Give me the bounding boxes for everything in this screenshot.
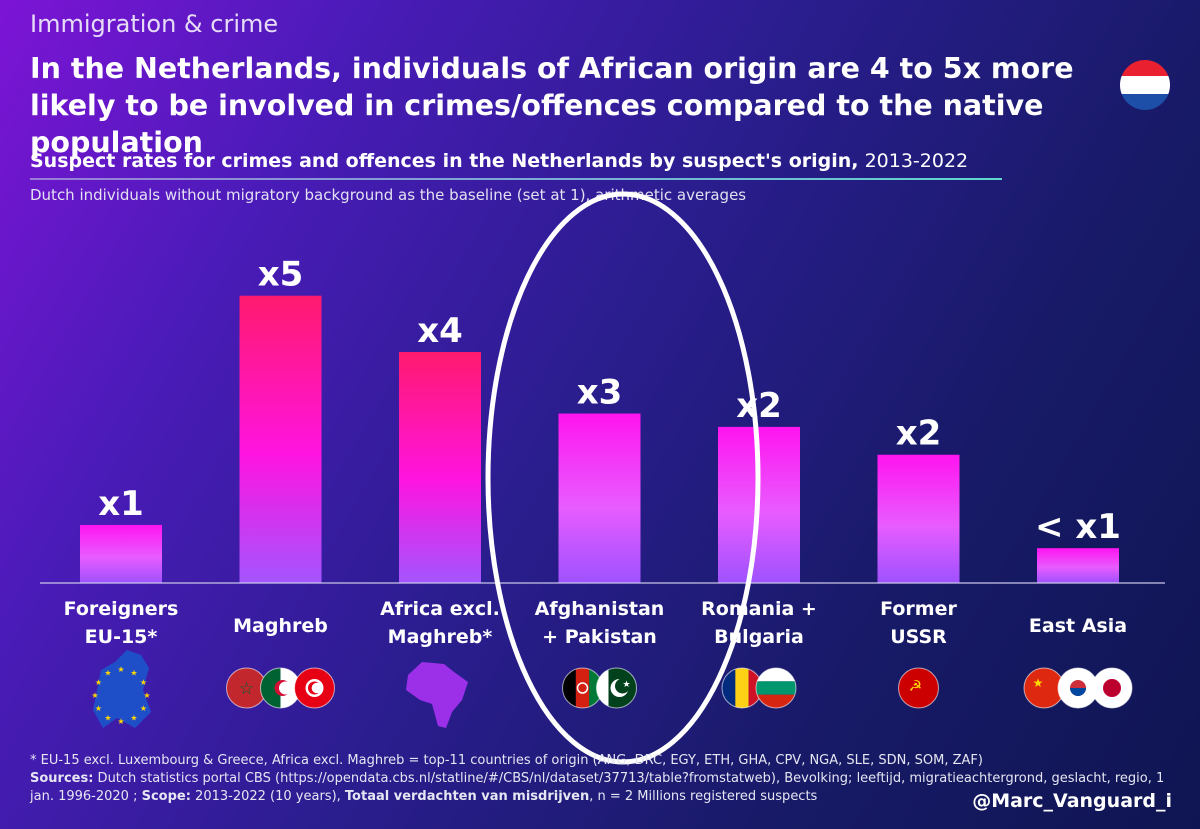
svg-text:★: ★ [143,691,150,700]
data-label-6: < x1 [1035,507,1121,547]
svg-text:★: ★ [91,691,98,700]
category-label-4-1: Bulgaria [714,626,804,648]
data-label-3: x3 [577,373,623,413]
category-label-2-0: Africa excl. [380,598,500,620]
scope-label: Scope: [141,789,191,804]
category-label-5-0: Former [880,598,957,620]
svg-text:★: ★ [1033,676,1044,690]
headline: In the Netherlands, individuals of Afric… [30,52,1074,159]
svg-text:★: ★ [140,704,147,713]
highlight-ellipse [485,191,761,765]
baseline-note: Dutch individuals without migratory back… [30,186,747,204]
svg-text:★: ★ [140,678,147,687]
subtitle-bold: Suspect rates for crimes and offences in… [30,150,859,172]
bar-6 [1037,548,1119,583]
svg-text:☆: ☆ [239,679,254,699]
category-label-3-0: Afghanistan [535,598,665,620]
bar-5 [877,454,960,583]
footnote: * EU-15 excl. Luxembourg & Greece, Afric… [30,752,1170,806]
bar-0 [80,524,162,583]
data-label-4: x2 [736,386,782,426]
author-handle: @Marc_Vanguard_i [972,790,1172,812]
kicker: Immigration & crime [30,10,279,38]
svg-text:★: ★ [130,714,137,723]
svg-text:★: ★ [117,665,124,674]
subtitle-rule [30,178,1002,180]
svg-text:★: ★ [622,680,630,690]
svg-text:★: ★ [104,714,111,723]
pakistan-flag-icon: ★ [596,667,637,709]
category-label-5-1: USSR [890,626,947,648]
category-label-4-0: Romania + [701,598,817,620]
svg-text:★: ★ [95,678,102,687]
bar-2 [399,352,481,583]
ussr-flag-icon: ☭ [898,667,939,709]
bar-1 [239,295,322,583]
japan-flag-icon [1091,667,1133,709]
africa-map-icon [406,662,468,728]
footnote-line1: * EU-15 excl. Luxembourg & Greece, Afric… [30,753,983,768]
svg-text:★: ★ [104,668,111,677]
sources-label: Sources: [30,771,94,786]
svg-text:★: ★ [117,717,124,726]
data-label-5: x2 [896,414,942,454]
category-label-0-1: EU-15* [85,626,158,648]
china-flag-icon: ★ [1023,667,1065,709]
sources-text: Dutch statistics portal CBS (https://ope… [30,771,1165,804]
category-label-3-1: + Pakistan [542,626,657,648]
total-text: , n = 2 Millions registered suspects [589,789,818,804]
morocco-flag-icon: ☆ [226,667,267,709]
category-label-1-0: Maghreb [233,615,328,637]
data-label-2: x4 [417,311,463,351]
tunisia-flag-icon [294,667,335,709]
scope-text: 2013-2022 (10 years), [190,789,345,804]
category-label-6-0: East Asia [1029,615,1127,637]
total-label: Totaal verdachten van misdrijven [344,789,590,804]
algeria-flag-icon [260,667,301,709]
subtitle-years: 2013-2022 [864,150,969,172]
svg-text:☭: ☭ [909,677,922,695]
netherlands-flag-icon [1120,60,1170,110]
eu-map-icon: ★★★★★★★★★ ★ ★★ [91,650,151,728]
category-label-0-0: Foreigners [64,598,179,620]
svg-text:★: ★ [130,668,137,677]
chart-subtitle: Suspect rates for crimes and offences in… [30,150,968,172]
data-label-0: x1 [98,484,144,524]
bar-3 [558,413,641,583]
category-label-2-1: Maghreb* [388,626,493,648]
data-label-1: x5 [258,255,304,295]
footnote-sources: Sources: Dutch statistics portal CBS (ht… [30,770,1170,806]
svg-text:★: ★ [95,704,102,713]
bulgaria-flag-icon [755,667,797,709]
